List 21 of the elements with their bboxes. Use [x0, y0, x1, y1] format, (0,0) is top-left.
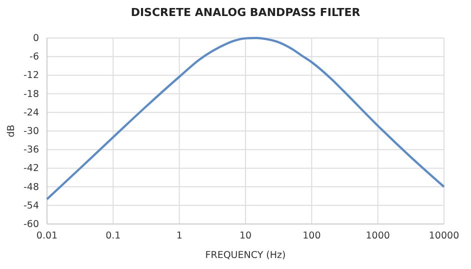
y-tick-label: -36 — [23, 144, 39, 156]
x-tick-label: 1 — [176, 230, 182, 242]
y-tick-label: -6 — [30, 52, 39, 63]
y-tick-label: -18 — [23, 88, 39, 100]
y-tick-label: -24 — [23, 107, 39, 118]
y-tick-label: 0 — [32, 33, 39, 44]
y-tick-label: -12 — [23, 70, 39, 82]
x-tick-label: 100 — [302, 230, 321, 242]
y-tick-label: -30 — [23, 126, 39, 138]
y-tick-label: -42 — [23, 163, 39, 174]
x-tick-label: 1000 — [366, 230, 390, 242]
x-tick-label: 0.1 — [106, 230, 121, 242]
x-tick-label: 0.01 — [36, 230, 58, 242]
chart-title: DISCRETE ANALOG BANDPASS FILTER — [130, 6, 361, 19]
x-tick-label: 10 — [239, 230, 252, 242]
x-axis-title: FREQUENCY (Hz) — [205, 250, 286, 261]
y-axis-title: dB — [6, 124, 17, 138]
y-tick-label: -54 — [23, 200, 39, 212]
y-tick-label: -60 — [23, 219, 39, 230]
y-tick-label: -48 — [23, 182, 39, 193]
x-tick-label: 10000 — [428, 230, 460, 242]
